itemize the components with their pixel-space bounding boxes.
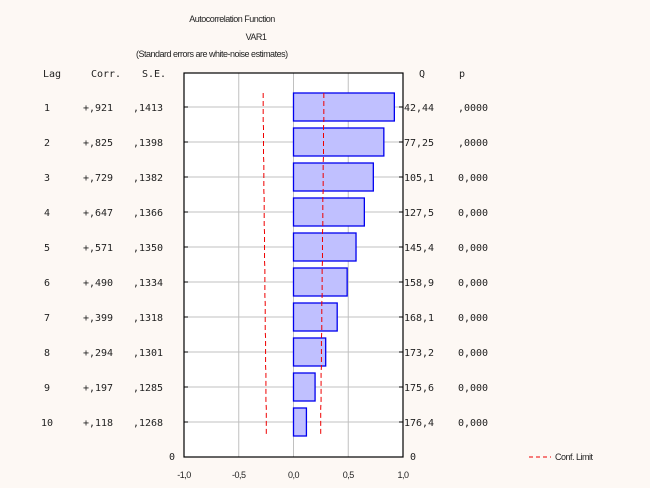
acf-bar-lag-1 <box>292 92 395 122</box>
row-q: 173,2 <box>404 348 434 359</box>
plot-frame <box>183 72 404 458</box>
row-lag: 3 <box>44 173 50 184</box>
row-corr: +,490 <box>83 278 113 289</box>
row-q: 158,9 <box>404 278 434 289</box>
row-q: 42,44 <box>404 103 434 114</box>
row-se: ,1350 <box>133 243 163 254</box>
x-tick-label: 0,0 <box>288 470 300 480</box>
acf-bar-lag-10 <box>292 407 308 437</box>
row-lag: 8 <box>44 348 50 359</box>
header-corr: Corr. <box>91 69 121 80</box>
row-se: ,1334 <box>133 278 163 289</box>
header-q: Q <box>419 69 425 80</box>
row-lag: 7 <box>44 313 50 324</box>
acf-bar-lag-2 <box>292 127 385 157</box>
acf-bar-lag-3 <box>292 162 374 192</box>
header-se: S.E. <box>142 69 166 80</box>
acf-bar-lag-7 <box>292 302 338 332</box>
row-corr: +,921 <box>83 103 113 114</box>
row-se: ,1382 <box>133 173 163 184</box>
row-se: ,1366 <box>133 208 163 219</box>
row-lag: 6 <box>44 278 50 289</box>
row-q: 145,4 <box>404 243 434 254</box>
row-q: 176,4 <box>404 418 434 429</box>
row-p: 0,000 <box>458 243 488 254</box>
chart-title: Autocorrelation Function <box>189 14 275 24</box>
acf-bar-lag-4 <box>292 197 365 227</box>
row-q: 175,6 <box>404 383 434 394</box>
row-corr: +,399 <box>83 313 113 324</box>
row-se: ,1413 <box>133 103 163 114</box>
x-tick-label: 0,5 <box>343 470 355 480</box>
row-p: 0,000 <box>458 208 488 219</box>
row-q: 127,5 <box>404 208 434 219</box>
row-corr: +,825 <box>83 138 113 149</box>
chart-subtitle: VAR1 <box>246 32 267 42</box>
row-corr: +,118 <box>83 418 113 429</box>
acf-bar-lag-5 <box>292 232 357 262</box>
acf-bar-lag-9 <box>292 372 316 402</box>
row-p: 0,000 <box>458 383 488 394</box>
row-p: 0,000 <box>458 313 488 324</box>
row-lag: 2 <box>44 138 50 149</box>
row-lag: 4 <box>44 208 50 219</box>
row-lag: 10 <box>41 418 53 429</box>
row-corr: +,197 <box>83 383 113 394</box>
conf-limit-upper <box>320 93 325 436</box>
row-corr: +,647 <box>83 208 113 219</box>
row-p: 0,000 <box>458 173 488 184</box>
row-corr: +,729 <box>83 173 113 184</box>
header-lag: Lag <box>43 69 61 80</box>
row-corr: +,571 <box>83 243 113 254</box>
row-p: 0,000 <box>458 278 488 289</box>
legend-conf-limit-label: Conf. Limit <box>555 452 594 462</box>
row-se: ,1318 <box>133 313 163 324</box>
row-se: ,1285 <box>133 383 163 394</box>
row-se: ,1398 <box>133 138 163 149</box>
row-lag: 9 <box>44 383 50 394</box>
row-p: 0,000 <box>458 348 488 359</box>
row-corr: +,294 <box>83 348 113 359</box>
header-p: p <box>459 69 465 80</box>
row-lag: 5 <box>44 243 50 254</box>
x-tick-label: -0,5 <box>232 470 246 480</box>
acf-bar-lag-8 <box>292 337 327 367</box>
row-se: ,1268 <box>133 418 163 429</box>
row-se: ,1301 <box>133 348 163 359</box>
bottom-right-label: 0 <box>410 452 416 463</box>
row-q: 77,25 <box>404 138 434 149</box>
row-p: 0,000 <box>458 418 488 429</box>
acf-bar-lag-6 <box>292 267 348 297</box>
row-q: 168,1 <box>404 313 434 324</box>
x-tick-label: -1,0 <box>177 470 191 480</box>
x-tick-label: 1,0 <box>397 470 409 480</box>
conf-limit-lower <box>262 93 267 436</box>
row-p: ,0000 <box>458 138 488 149</box>
row-q: 105,1 <box>404 173 434 184</box>
chart-note: (Standard errors are white-noise estimat… <box>136 49 288 59</box>
row-p: ,0000 <box>458 103 488 114</box>
row-lag: 1 <box>44 103 50 114</box>
bottom-left-label: 0 <box>169 452 175 463</box>
